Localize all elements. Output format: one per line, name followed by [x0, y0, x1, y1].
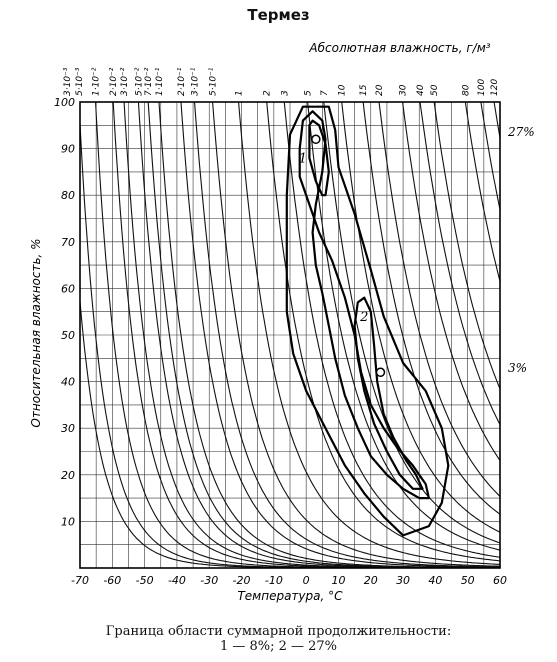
x-tick-label: -30 — [200, 574, 218, 587]
x-tick-label: 60 — [493, 574, 507, 587]
abs-humidity-label: 100 — [477, 79, 487, 96]
abs-humidity-isoline — [433, 102, 500, 391]
contour-label: 2 — [359, 310, 368, 325]
abs-humidity-label: 3·10⁻¹ — [191, 67, 201, 96]
y-tick-label: 70 — [61, 236, 75, 249]
contour-1 — [308, 119, 330, 197]
y-tick-label: 30 — [61, 422, 75, 435]
abs-humidity-label: 40 — [416, 84, 426, 96]
y-tick-label: 10 — [61, 515, 75, 528]
abs-humidity-label: 1·10⁻¹ — [155, 67, 165, 96]
y-tick-label: 50 — [61, 329, 75, 342]
abs-humidity-isoline — [362, 102, 500, 515]
abs-humidity-label: 5·10⁻² — [134, 67, 144, 96]
abs-humidity-label: 2 — [263, 90, 273, 96]
abs-humidity-label: 3·10⁻² — [120, 67, 130, 96]
x-tick-label: 0 — [303, 574, 310, 587]
x-tick-label: -70 — [71, 574, 89, 587]
abs-humidity-label: 20 — [375, 84, 385, 96]
x-tick-label: -40 — [168, 574, 186, 587]
contour-percent-label: 27% — [507, 125, 535, 139]
x-tick-label: 40 — [428, 574, 442, 587]
y-tick-label: 60 — [61, 282, 75, 295]
abs-humidity-isoline — [378, 102, 500, 498]
abs-humidity-label: 3 — [280, 90, 290, 96]
chart-title: Термез — [247, 6, 310, 24]
abs-humidity-isoline — [238, 102, 500, 565]
marker-point-a — [311, 134, 321, 145]
abs-humidity-isoline — [493, 102, 500, 142]
y-tick-label: 100 — [54, 96, 75, 109]
abs-humidity-isoline — [180, 102, 500, 568]
contour-label: 1 — [299, 152, 307, 167]
plot-border — [79, 101, 501, 569]
contour-2 — [298, 110, 430, 500]
abs-humidity-isoline — [212, 102, 500, 567]
x-tick-label: -20 — [233, 574, 251, 587]
y-axis-label: Относительная влажность, % — [29, 238, 43, 427]
x-tick-label: 10 — [331, 574, 345, 587]
abs-humidity-isoline — [80, 295, 500, 568]
abs-humidity-label: 1 — [235, 90, 245, 96]
x-tick-label: 30 — [396, 574, 410, 587]
caption-line-2: 1 — 8%; 2 — 27% — [219, 639, 338, 654]
tick-labels: -70 -60 -50 -40 -30 -20 -10 0 10 20 30 40 50 60 10 20 30… — [54, 96, 507, 587]
abs-humidity-isoline — [464, 102, 500, 284]
abs-humidity-label: 7 — [320, 90, 330, 96]
abs-humidity-label: 10 — [338, 84, 348, 96]
abs-humidity-isoline — [266, 102, 500, 562]
abs-humidity-isoline — [137, 102, 500, 568]
x-tick-label: -60 — [103, 574, 121, 587]
y-tick-label: 20 — [61, 469, 75, 482]
abs-humidity-label: 50 — [430, 84, 440, 96]
x-tick-label: 50 — [461, 574, 475, 587]
contour-inner-2 — [353, 296, 424, 490]
abs-humidity-isolines — [80, 102, 500, 568]
abs-humidity-label: 5 — [304, 90, 314, 96]
caption-line-1: Граница области суммарной продолжительно… — [105, 624, 452, 639]
abs-humidity-label: 2·10⁻¹ — [177, 67, 187, 96]
abs-humidity-label: 80 — [461, 84, 471, 96]
plot-frame — [79, 101, 501, 569]
abs-humidity-isoline — [480, 102, 500, 213]
abs-humidity-label: 5·10⁻³ — [75, 67, 85, 96]
y-tick-label: 40 — [61, 376, 75, 389]
abs-humidity-label: 30 — [399, 84, 409, 96]
abs-humidity-isoline — [307, 102, 500, 551]
annotations: 1 2 27% 3% — [299, 125, 535, 378]
abs-humidity-label: 7·10⁻² — [144, 67, 154, 96]
abs-humidity-label: 3·10⁻³ — [63, 67, 73, 96]
top-axis-labels: 3·10⁻³ 5·10⁻³ 1·10⁻² 2·10⁻² 3·10⁻² 5·10⁻² 7·10… — [63, 67, 500, 96]
x-axis-label: Температура, °C — [237, 589, 343, 603]
x-tick-label: -10 — [265, 574, 283, 587]
contour-percent-label: 3% — [508, 361, 527, 375]
abs-humidity-isoline — [419, 102, 500, 426]
contour-3% — [285, 105, 450, 537]
x-tick-label: -50 — [136, 574, 154, 587]
abs-humidity-isoline — [323, 102, 500, 544]
y-tick-label: 90 — [61, 143, 75, 156]
abs-humidity-isoline — [402, 102, 500, 462]
abs-humidity-isoline — [283, 102, 500, 558]
top-axis-label: Абсолютная влажность, г/м³ — [308, 41, 490, 55]
contour-lines — [285, 105, 450, 537]
abs-humidity-label: 15 — [359, 84, 369, 96]
marker-point-b — [375, 367, 386, 378]
grid — [79, 101, 501, 569]
abs-humidity-label: 5·10⁻¹ — [209, 67, 219, 96]
figure-caption: Граница области суммарной продолжительно… — [0, 624, 557, 654]
abs-humidity-isoline — [194, 102, 500, 568]
x-tick-label: 20 — [364, 574, 378, 587]
y-tick-label: 80 — [61, 189, 75, 202]
abs-humidity-isoline — [341, 102, 500, 533]
abs-humidity-label: 120 — [490, 79, 500, 96]
abs-humidity-label: 1·10⁻² — [92, 67, 102, 96]
abs-humidity-label: 2·10⁻² — [109, 67, 119, 96]
